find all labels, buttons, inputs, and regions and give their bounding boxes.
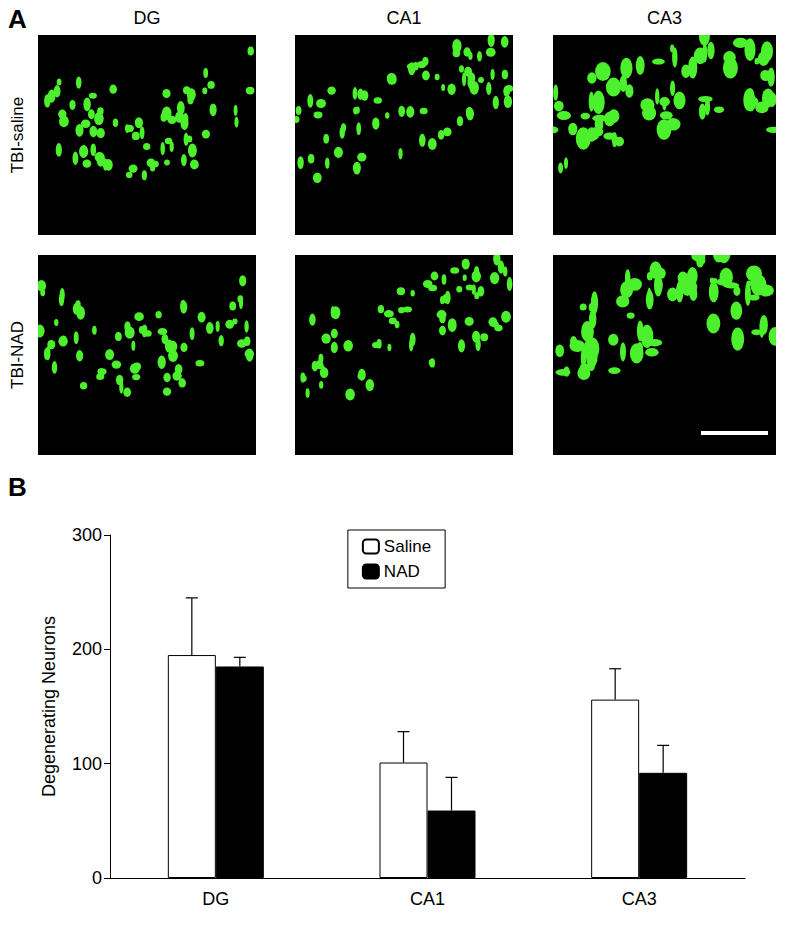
svg-text:Degenerating Neurons: Degenerating Neurons xyxy=(39,616,59,797)
svg-text:CA3: CA3 xyxy=(622,889,657,909)
svg-text:DG: DG xyxy=(202,889,229,909)
svg-text:Saline: Saline xyxy=(384,537,431,556)
html-text:CA3: CA3 xyxy=(647,8,682,28)
html-text:A: A xyxy=(8,4,27,34)
svg-text:CA1: CA1 xyxy=(410,889,445,909)
svg-text:0: 0 xyxy=(92,868,102,888)
svg-text:200: 200 xyxy=(72,639,102,659)
html-text:B: B xyxy=(8,472,27,502)
html-text:CA1: CA1 xyxy=(386,8,422,28)
svg-text:NAD: NAD xyxy=(384,562,420,581)
svg-text:100: 100 xyxy=(72,754,102,774)
html-text:DG: DG xyxy=(133,8,161,28)
svg-text:300: 300 xyxy=(72,525,102,545)
html-text:TBI-saline: TBI-saline xyxy=(8,96,27,174)
html-text:TBI-NAD: TBI-NAD xyxy=(8,321,27,389)
